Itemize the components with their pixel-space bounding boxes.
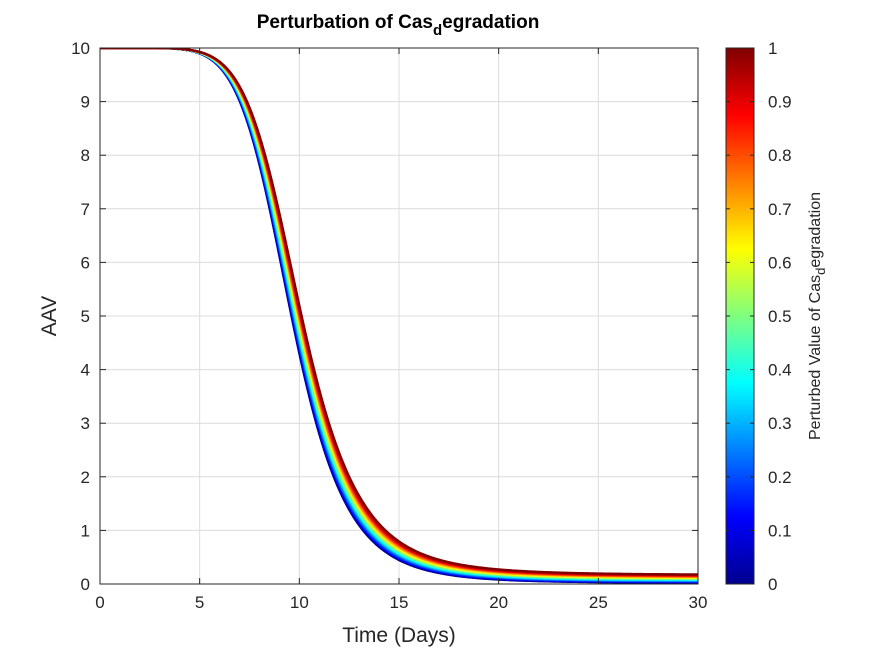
colorbar-tick-label: 0.5	[768, 307, 792, 326]
colorbar-ticks: 0 0.1 0.2 0.3 0.4 0.5 0.6 0.7 0.8 0.9 1	[726, 39, 792, 594]
x-tick-label: 10	[290, 593, 309, 612]
y-tick-label: 3	[81, 414, 90, 433]
y-axis-label: AAV	[38, 296, 61, 336]
colorbar-label: Perturbed Value of Casdegradation	[807, 192, 828, 440]
x-tick-label: 5	[195, 593, 204, 612]
colorbar-tick-label: 0.7	[768, 200, 792, 219]
x-tick-label: 15	[390, 593, 409, 612]
colorbar-tick-label: 0.9	[768, 93, 792, 112]
colorbar	[725, 47, 755, 585]
y-tick-label: 0	[81, 575, 90, 594]
y-tick-label: 6	[81, 253, 90, 272]
colorbar-tick-label: 0.4	[768, 361, 792, 380]
y-tick-label: 8	[81, 146, 90, 165]
x-tick-label: 25	[589, 593, 608, 612]
x-axis-ticks: 0 5 10 15 20 25 30	[95, 48, 707, 612]
x-tick-label: 0	[95, 593, 104, 612]
x-tick-label: 20	[489, 593, 508, 612]
colorbar-tick-label: 0.6	[768, 253, 792, 272]
y-tick-label: 10	[71, 39, 90, 58]
y-tick-label: 4	[81, 361, 90, 380]
colorbar-tick-label: 0.1	[768, 521, 792, 540]
chart-title: Perturbation of Casdegradation	[257, 12, 540, 39]
y-axis-ticks: 0 1 2 3 4 5 6 7 8 9 10	[71, 39, 698, 594]
x-tick-label: 30	[689, 593, 708, 612]
y-tick-label: 7	[81, 200, 90, 219]
colorbar-tick-label: 0	[768, 575, 777, 594]
y-tick-label: 1	[81, 521, 90, 540]
colorbar-tick-label: 1	[768, 39, 777, 58]
colorbar-tick-label: 0.2	[768, 468, 792, 487]
y-tick-label: 2	[81, 468, 90, 487]
colorbar-tick-label: 0.8	[768, 146, 792, 165]
colorbar-tick-label: 0.3	[768, 414, 792, 433]
x-axis-label: Time (Days)	[342, 624, 456, 647]
y-tick-label: 9	[81, 93, 90, 112]
y-tick-label: 5	[81, 307, 90, 326]
